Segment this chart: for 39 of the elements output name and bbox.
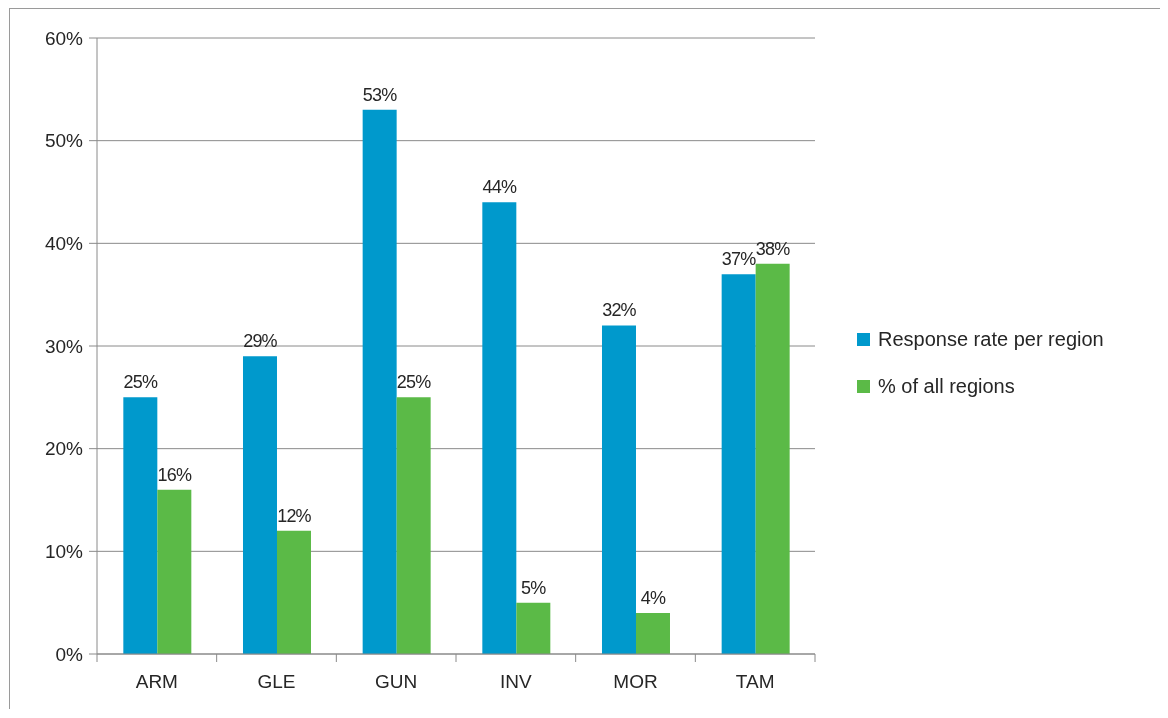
- data-label: 37%: [721, 249, 757, 270]
- data-label: 25%: [123, 372, 158, 393]
- data-label: 53%: [362, 84, 398, 105]
- data-label: 25%: [396, 372, 432, 393]
- bar: [601, 325, 636, 654]
- bar: [157, 489, 192, 654]
- y-tick-label: 10%: [44, 541, 84, 563]
- bar: [396, 397, 431, 654]
- data-label: 44%: [482, 177, 517, 198]
- bar: [482, 202, 517, 654]
- bar: [516, 602, 551, 654]
- bar: [635, 612, 670, 654]
- y-tick-label: 0%: [55, 643, 84, 665]
- bar: [755, 263, 790, 654]
- data-label: 32%: [602, 300, 637, 321]
- x-tick-label: GUN: [375, 671, 418, 692]
- y-tick-label: 40%: [44, 233, 84, 255]
- data-label: 29%: [243, 331, 278, 352]
- legend-label: % of all regions: [878, 375, 1015, 398]
- x-tick-label: TAM: [735, 671, 775, 692]
- data-label: 38%: [755, 238, 791, 259]
- bar: [123, 397, 158, 654]
- bar: [242, 356, 277, 654]
- x-tick-label: GLE: [257, 671, 296, 692]
- bar: [276, 530, 311, 654]
- x-tick-label: INV: [499, 671, 532, 692]
- legend-label: Response rate per region: [878, 328, 1104, 351]
- y-tick-label: 20%: [44, 438, 84, 460]
- data-label: 16%: [157, 464, 192, 485]
- bar: [721, 274, 756, 654]
- x-tick-label: MOR: [613, 671, 658, 692]
- data-label: 12%: [277, 505, 312, 526]
- bar: [362, 109, 397, 654]
- y-tick-label: 60%: [44, 27, 84, 49]
- data-label: 4%: [640, 587, 666, 608]
- data-label: 5%: [521, 577, 547, 598]
- y-tick-label: 50%: [44, 130, 84, 152]
- x-tick-label: ARM: [135, 671, 178, 692]
- y-tick-label: 30%: [44, 335, 84, 357]
